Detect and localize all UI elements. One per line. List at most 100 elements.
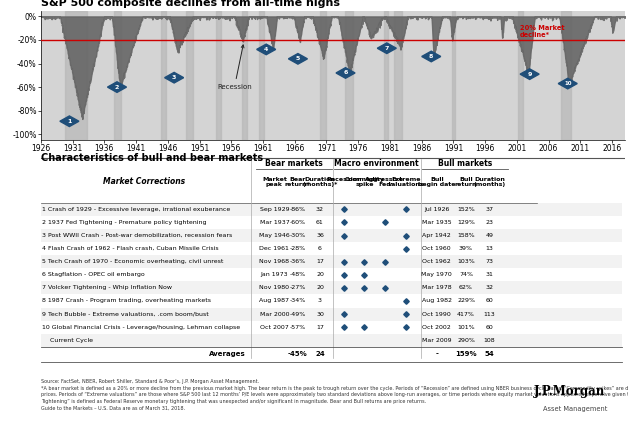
Text: 6: 6 bbox=[344, 70, 348, 76]
Text: Averages: Averages bbox=[208, 351, 245, 357]
Text: Commodity
spike: Commodity spike bbox=[344, 177, 384, 187]
Text: Mar 2009: Mar 2009 bbox=[422, 338, 452, 343]
Text: -27%: -27% bbox=[290, 285, 306, 290]
Bar bbox=[394, 11, 402, 140]
FancyBboxPatch shape bbox=[41, 216, 622, 229]
Text: -49%: -49% bbox=[290, 311, 306, 316]
Text: -60%: -60% bbox=[290, 220, 306, 225]
Text: Bear
return*: Bear return* bbox=[285, 177, 311, 187]
Text: 4: 4 bbox=[264, 47, 268, 52]
Text: Dec 1961: Dec 1961 bbox=[259, 246, 290, 251]
Polygon shape bbox=[377, 43, 396, 54]
Text: 8: 8 bbox=[429, 54, 433, 59]
Text: 32: 32 bbox=[485, 285, 494, 290]
Text: 103%: 103% bbox=[457, 259, 475, 264]
Text: 31: 31 bbox=[485, 272, 494, 277]
Bar bbox=[114, 11, 121, 140]
Text: 4 Flash Crash of 1962 - Flash crash, Cuban Missile Crisis: 4 Flash Crash of 1962 - Flash crash, Cub… bbox=[42, 246, 219, 251]
Text: -36%: -36% bbox=[290, 259, 306, 264]
Polygon shape bbox=[165, 73, 183, 83]
Bar bbox=[320, 11, 326, 140]
Text: Aug 1987: Aug 1987 bbox=[259, 298, 290, 303]
Polygon shape bbox=[336, 68, 355, 78]
Text: 152%: 152% bbox=[457, 207, 475, 212]
Text: 158%: 158% bbox=[457, 233, 475, 238]
Text: 13: 13 bbox=[485, 246, 494, 251]
FancyBboxPatch shape bbox=[41, 308, 622, 321]
Text: Bull
return: Bull return bbox=[455, 177, 477, 187]
Text: 7: 7 bbox=[384, 46, 389, 51]
Text: -28%: -28% bbox=[290, 246, 306, 251]
Text: 23: 23 bbox=[485, 220, 494, 225]
Text: 6 Stagflation - OPEC oil embargo: 6 Stagflation - OPEC oil embargo bbox=[42, 272, 144, 277]
Polygon shape bbox=[60, 116, 79, 127]
Text: -: - bbox=[435, 351, 438, 357]
Text: 73: 73 bbox=[485, 259, 494, 264]
Text: Aug 1982: Aug 1982 bbox=[422, 298, 452, 303]
Text: 20: 20 bbox=[316, 285, 324, 290]
Text: 20: 20 bbox=[316, 272, 324, 277]
Text: 30: 30 bbox=[316, 311, 324, 316]
Bar bbox=[216, 11, 221, 140]
Text: May 1946: May 1946 bbox=[259, 233, 290, 238]
Text: -57%: -57% bbox=[290, 325, 306, 330]
Bar bbox=[65, 11, 87, 140]
Text: 60: 60 bbox=[485, 325, 493, 330]
Text: 108: 108 bbox=[484, 338, 495, 343]
Text: 417%: 417% bbox=[457, 311, 475, 316]
Text: -86%: -86% bbox=[290, 207, 306, 212]
Text: Sep 1929: Sep 1929 bbox=[259, 207, 290, 212]
Text: 290%: 290% bbox=[457, 338, 475, 343]
Text: Jul 1926: Jul 1926 bbox=[424, 207, 450, 212]
Polygon shape bbox=[288, 54, 308, 64]
Text: Bear markets: Bear markets bbox=[265, 159, 323, 168]
Text: 36: 36 bbox=[316, 233, 324, 238]
Polygon shape bbox=[520, 69, 539, 79]
Text: Aggressive
Fed: Aggressive Fed bbox=[365, 177, 404, 187]
Text: Duration
(months)*: Duration (months)* bbox=[302, 177, 338, 187]
Text: 129%: 129% bbox=[457, 220, 475, 225]
Text: 5 Tech Crash of 1970 - Economic overheating, civil unrest: 5 Tech Crash of 1970 - Economic overheat… bbox=[42, 259, 224, 264]
Bar bbox=[345, 11, 353, 140]
Bar bbox=[561, 11, 571, 140]
FancyBboxPatch shape bbox=[41, 203, 622, 216]
Text: 61: 61 bbox=[316, 220, 324, 225]
Text: Market Corrections: Market Corrections bbox=[104, 177, 185, 186]
Text: -48%: -48% bbox=[290, 272, 306, 277]
FancyBboxPatch shape bbox=[41, 281, 622, 295]
Text: Oct 2002: Oct 2002 bbox=[423, 325, 451, 330]
Text: Source: FactSet, NBER, Robert Shiller, Standard & Poor’s, J.P. Morgan Asset Mana: Source: FactSet, NBER, Robert Shiller, S… bbox=[41, 379, 628, 410]
Text: 74%: 74% bbox=[459, 272, 473, 277]
Text: 3: 3 bbox=[172, 75, 176, 80]
Text: 39%: 39% bbox=[459, 246, 473, 251]
Text: J.P.Morgan: J.P.Morgan bbox=[534, 385, 605, 398]
Text: 49: 49 bbox=[485, 233, 494, 238]
Text: Mar 1935: Mar 1935 bbox=[422, 220, 452, 225]
Text: Market
peak: Market peak bbox=[262, 177, 287, 187]
Text: Oct 2007: Oct 2007 bbox=[260, 325, 289, 330]
Text: 54: 54 bbox=[484, 351, 494, 357]
Text: Recession: Recession bbox=[326, 177, 362, 181]
Text: Nov 1968: Nov 1968 bbox=[259, 259, 290, 264]
Text: 5: 5 bbox=[296, 56, 300, 61]
Text: Asset Management: Asset Management bbox=[543, 406, 607, 411]
Text: -34%: -34% bbox=[290, 298, 306, 303]
Text: 24: 24 bbox=[315, 351, 325, 357]
Polygon shape bbox=[422, 51, 441, 62]
Text: 62%: 62% bbox=[459, 285, 473, 290]
Text: 3 Post WWII Crash - Post-war demobilization, recession fears: 3 Post WWII Crash - Post-war demobilizat… bbox=[42, 233, 232, 238]
Text: 60: 60 bbox=[485, 298, 493, 303]
Text: 229%: 229% bbox=[457, 298, 475, 303]
Text: 1: 1 bbox=[67, 119, 72, 124]
Text: Mar 1937: Mar 1937 bbox=[259, 220, 290, 225]
Text: Mar 2000: Mar 2000 bbox=[260, 311, 289, 316]
Text: 9: 9 bbox=[528, 72, 532, 77]
Bar bbox=[259, 11, 264, 140]
FancyBboxPatch shape bbox=[41, 321, 622, 334]
Bar bbox=[161, 11, 166, 140]
Bar bbox=[384, 11, 388, 140]
Text: Macro environment: Macro environment bbox=[334, 159, 419, 168]
Text: Recession: Recession bbox=[217, 45, 252, 90]
Text: 6: 6 bbox=[318, 246, 322, 251]
Text: -45%: -45% bbox=[288, 351, 308, 357]
